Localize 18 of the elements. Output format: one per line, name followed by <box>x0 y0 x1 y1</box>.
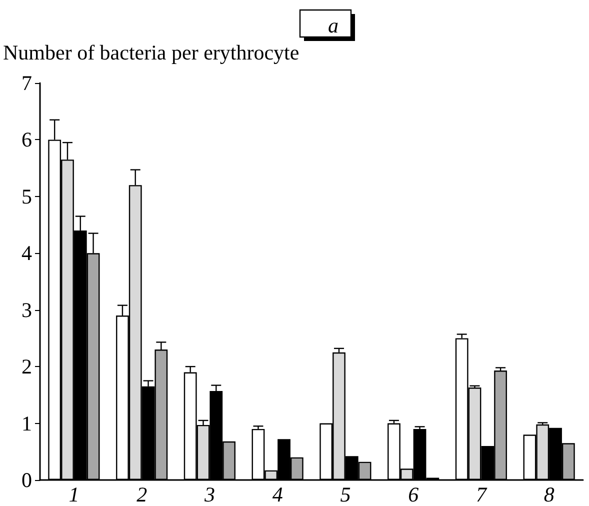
x-tick-label: 4 <box>272 482 284 506</box>
y-tick-label: 7 <box>22 71 32 95</box>
x-tick-label: 2 <box>136 482 148 506</box>
chart-title: a <box>328 14 338 38</box>
y-tick-label: 3 <box>22 298 32 322</box>
y-tick-label: 2 <box>22 354 32 379</box>
x-tick-label: 3 <box>203 482 215 506</box>
x-tick-label: 7 <box>476 482 488 506</box>
y-tick-label: 1 <box>22 411 32 436</box>
y-tick-label: 4 <box>22 241 32 266</box>
y-tick-label: 0 <box>22 468 32 492</box>
x-tick-label: 8 <box>544 482 555 506</box>
y-tick-label: 5 <box>22 184 32 208</box>
y-axis-title: Number of bacteria per erythrocyte <box>3 40 300 64</box>
x-tick-label: 6 <box>408 482 420 506</box>
y-tick-label: 6 <box>22 128 32 152</box>
x-tick-label: 5 <box>340 482 351 506</box>
x-tick-label: 1 <box>68 482 80 506</box>
